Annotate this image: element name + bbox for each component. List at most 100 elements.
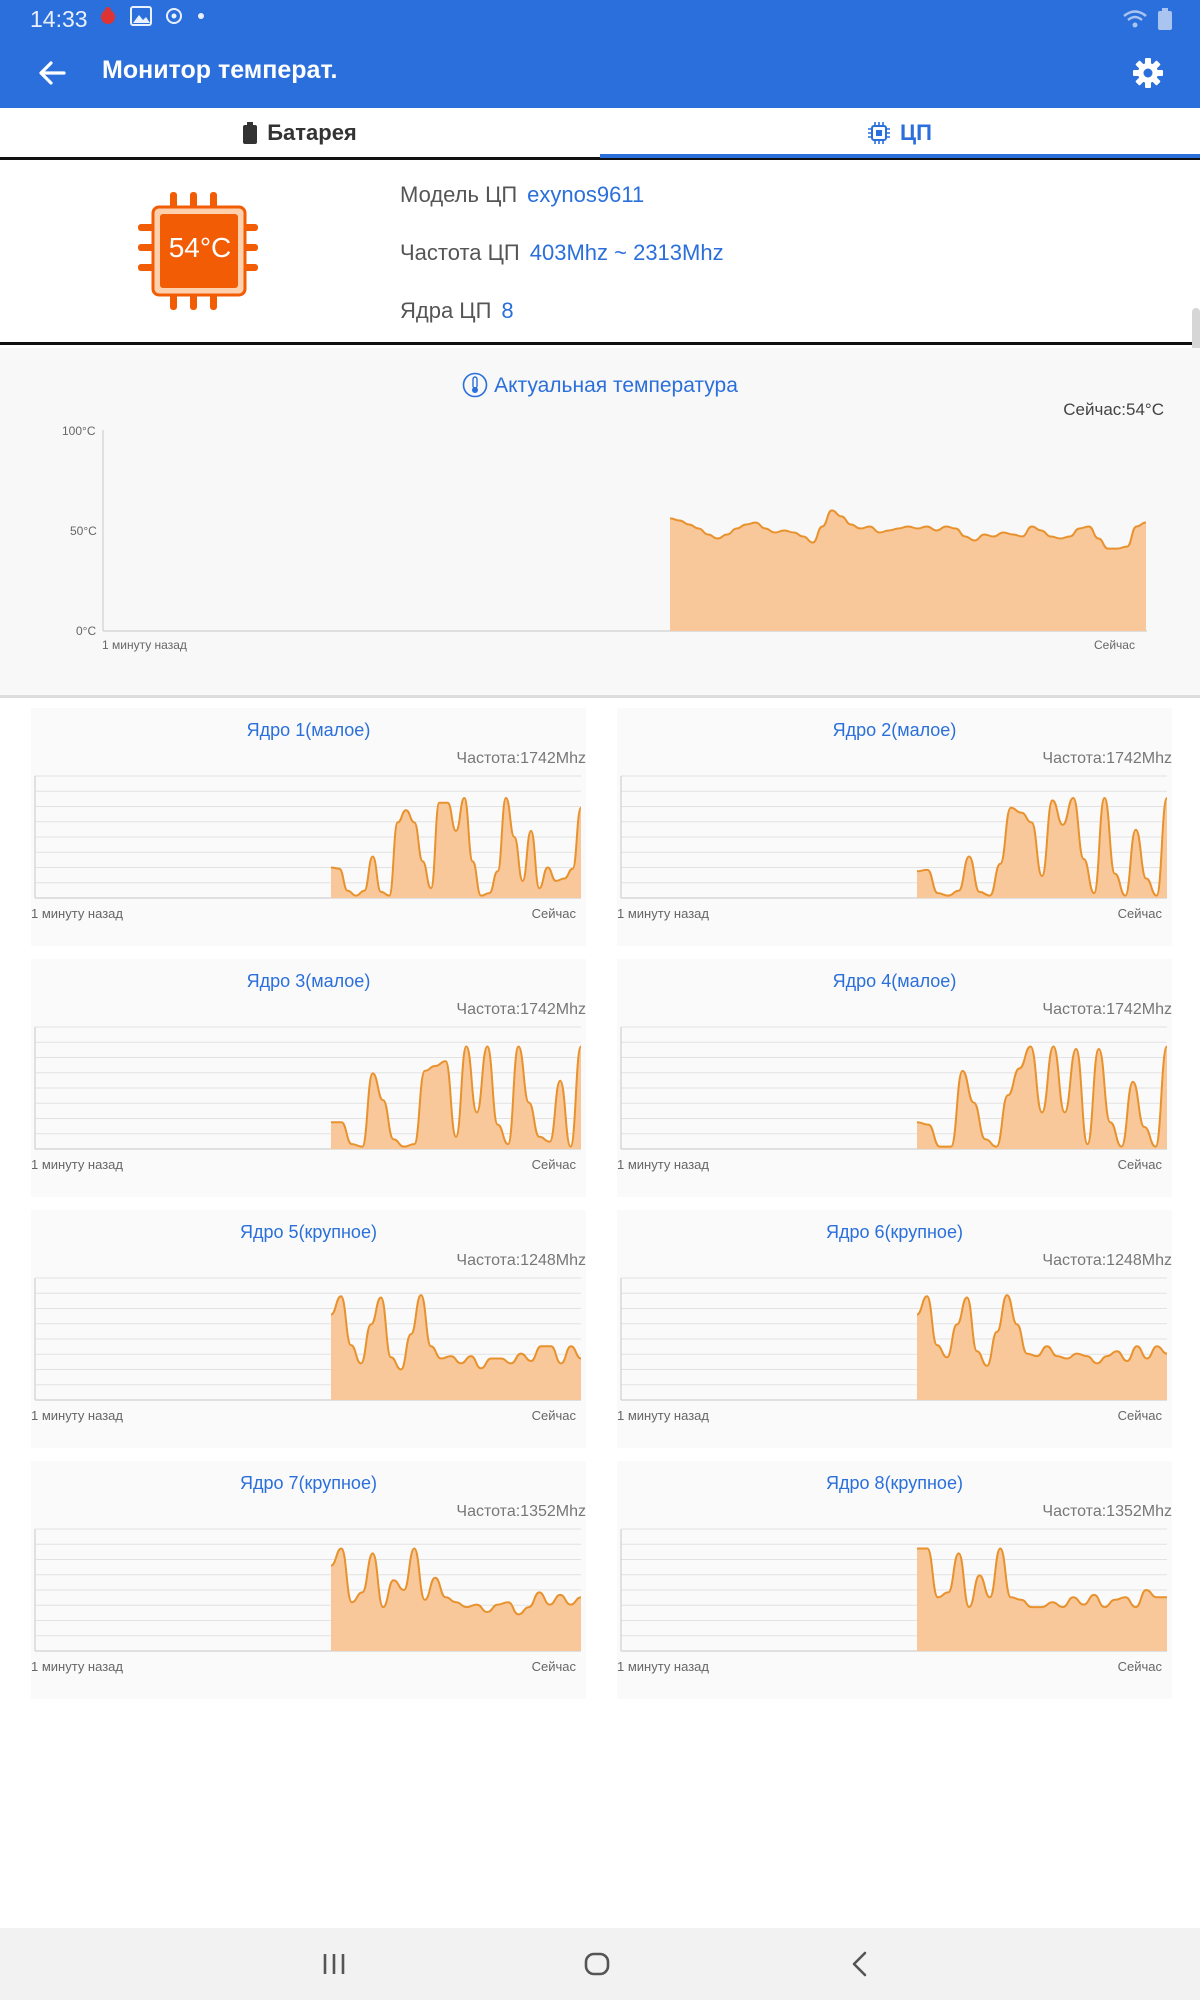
x-axis-end-label: Сейчас	[531, 1659, 576, 1674]
back-nav-icon[interactable]	[843, 1946, 879, 1982]
x-axis-start-label: 1 минуту назад	[102, 638, 187, 652]
x-axis-end-label: Сейчас	[531, 1408, 576, 1423]
x-axis-start-label: 1 минуту назад	[31, 906, 123, 921]
data-area	[917, 798, 1167, 898]
cpu-chip-icon	[868, 121, 891, 144]
cpu-cores-label: Ядра ЦП	[400, 298, 492, 323]
status-bar: 14:33	[0, 0, 1200, 38]
tab-battery[interactable]: Батарея	[0, 108, 600, 157]
core-chart-card: Ядро 6(крупное) Частота:1248Mhz 1 минуту…	[617, 1210, 1172, 1448]
gear-icon[interactable]	[1128, 53, 1168, 93]
app-bar: Монитор температ.	[0, 38, 1200, 108]
x-axis-end-label: Сейчас	[1117, 1659, 1162, 1674]
core-frequency: Частота:1742Mhz	[1042, 750, 1172, 767]
data-area	[331, 1046, 581, 1149]
core-area-chart	[34, 1528, 582, 1652]
image-icon	[130, 6, 152, 26]
core-title: Ядро 8(крупное)	[826, 1473, 963, 1493]
core-chart-card: Ядро 2(малое) Частота:1742Mhz 1 минуту н…	[617, 708, 1172, 946]
data-area	[917, 1295, 1167, 1400]
tab-battery-label: Батарея	[267, 119, 357, 145]
tab-cpu[interactable]: ЦП	[600, 108, 1200, 158]
core-area-chart	[34, 775, 582, 899]
core-chart-card: Ядро 8(крупное) Частота:1352Mhz 1 минуту…	[617, 1461, 1172, 1699]
data-area	[331, 1295, 581, 1400]
cpu-temperature-badge: 54°C	[168, 232, 232, 263]
notification-icons	[98, 6, 206, 26]
battery-status-icon	[1158, 8, 1172, 30]
temperature-chart-title: Актуальная температура	[494, 374, 738, 397]
x-axis-end-label: Сейчас	[531, 906, 576, 921]
sync-icon	[166, 8, 182, 24]
core-area-chart	[620, 1528, 1167, 1652]
x-axis-end-label: Сейчас	[1094, 638, 1135, 652]
core-frequency: Частота:1248Mhz	[456, 1252, 586, 1269]
bug-icon	[101, 7, 115, 24]
cpu-model-row: Модель ЦП exynos9611	[400, 182, 644, 208]
core-frequency: Частота:1352Mhz	[456, 1503, 586, 1520]
x-axis-end-label: Сейчас	[1117, 1157, 1162, 1172]
x-axis-end-label: Сейчас	[1117, 906, 1162, 921]
x-axis-start-label: 1 минуту назад	[31, 1157, 123, 1172]
page-title: Монитор температ.	[102, 56, 338, 84]
core-title: Ядро 3(малое)	[246, 971, 371, 991]
x-axis-start-label: 1 минуту назад	[617, 1659, 709, 1674]
y-tick-label: 50°C	[70, 524, 97, 538]
temperature-area-chart	[102, 430, 1147, 632]
x-axis-start-label: 1 минуту назад	[31, 1408, 123, 1423]
data-line	[331, 1045, 582, 1148]
x-axis-start-label: 1 минуту назад	[617, 1157, 709, 1172]
cpu-temperature-chip-icon	[138, 192, 258, 310]
x-axis-end-label: Сейчас	[1117, 1408, 1162, 1423]
core-chart-card: Ядро 5(крупное) Частота:1248Mhz 1 минуту…	[31, 1210, 586, 1448]
core-title: Ядро 7(крупное)	[240, 1473, 377, 1493]
core-frequency: Частота:1742Mhz	[456, 750, 586, 767]
data-line	[330, 796, 582, 897]
core-chart-card: Ядро 3(малое) Частота:1742Mhz 1 минуту н…	[31, 959, 586, 1197]
temperature-current: Сейчас:54°C	[1063, 400, 1164, 419]
tab-bar: Батарея ЦП	[0, 108, 1200, 160]
status-time: 14:33	[30, 6, 88, 32]
temperature-chart-title-row: Актуальная температура	[0, 372, 1200, 398]
data-line	[669, 509, 1147, 550]
core-area-chart	[620, 775, 1168, 899]
data-area	[331, 798, 581, 898]
cpu-frequency-label: Частота ЦП	[400, 240, 520, 265]
core-area-chart	[620, 1026, 1168, 1150]
recent-apps-icon[interactable]	[316, 1946, 352, 1982]
cpu-cores-value: 8	[501, 298, 514, 323]
x-axis-start-label: 1 минуту назад	[617, 1408, 709, 1423]
core-area-chart	[34, 1026, 582, 1150]
data-line	[917, 1547, 1167, 1609]
thermometer-icon	[462, 372, 488, 398]
data-area	[917, 1548, 1167, 1651]
core-frequency: Частота:1352Mhz	[1042, 1503, 1172, 1520]
core-title: Ядро 5(крупное)	[240, 1222, 377, 1242]
data-line	[916, 1045, 1168, 1148]
core-title: Ядро 4(малое)	[832, 971, 957, 991]
back-arrow-icon[interactable]	[34, 55, 70, 91]
core-title: Ядро 6(крупное)	[826, 1222, 963, 1242]
core-chart-card: Ядро 4(малое) Частота:1742Mhz 1 минуту н…	[617, 959, 1172, 1197]
core-title: Ядро 1(малое)	[246, 720, 371, 740]
wifi-icon	[1123, 10, 1147, 28]
data-line	[330, 1294, 582, 1371]
data-area	[331, 1548, 581, 1651]
data-area	[670, 510, 1146, 631]
temperature-chart-panel: Актуальная температура Сейчас:54°C 100°C…	[0, 348, 1200, 698]
core-frequency: Частота:1742Mhz	[1042, 1001, 1172, 1018]
x-axis-start-label: 1 минуту назад	[31, 1659, 123, 1674]
dot-icon	[198, 13, 204, 19]
core-area-chart	[620, 1277, 1168, 1401]
cpu-model-label: Модель ЦП	[400, 182, 518, 207]
data-line	[330, 1547, 582, 1616]
home-icon[interactable]	[579, 1946, 615, 1982]
core-frequency: Частота:1248Mhz	[1042, 1252, 1172, 1269]
core-title: Ядро 2(малое)	[832, 720, 957, 740]
tab-cpu-label: ЦП	[900, 119, 932, 145]
battery-icon	[243, 121, 258, 144]
cpu-model-value: exynos9611	[527, 182, 645, 207]
cpu-cores-row: Ядра ЦП 8	[400, 298, 514, 324]
x-axis-start-label: 1 минуту назад	[617, 906, 709, 921]
cpu-info-panel: 54°C Модель ЦП exynos9611 Частота ЦП 403Mh…	[0, 160, 1200, 345]
